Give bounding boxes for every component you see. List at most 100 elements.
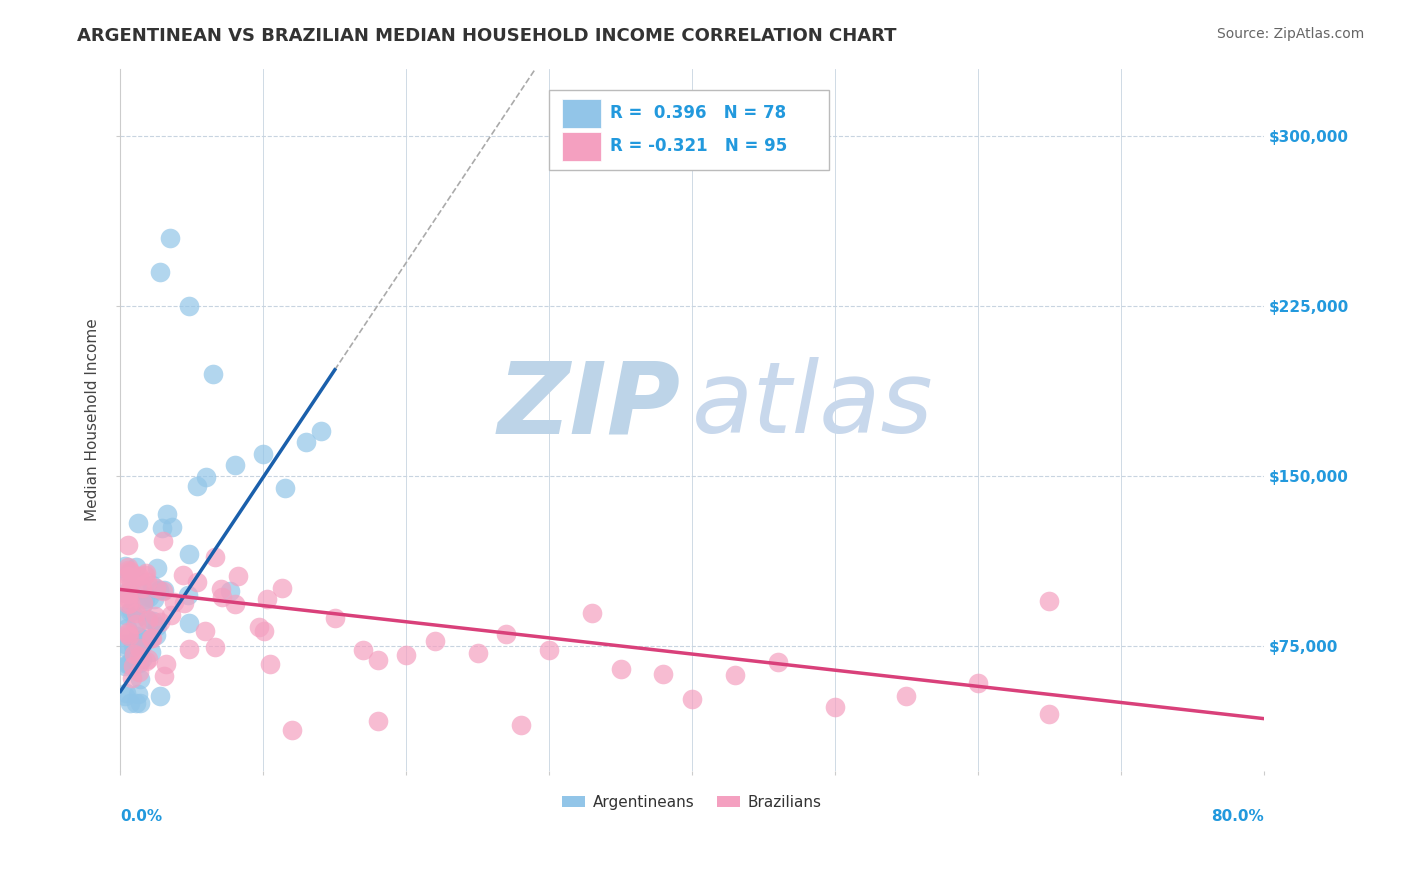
Point [177,642,200,657]
Point [766,655,789,669]
Point [127,629,149,643]
Point [117,597,139,611]
Point [114,690,136,704]
FancyBboxPatch shape [562,132,600,161]
Point [114,608,136,623]
Point [127,582,149,597]
Point [120,596,142,610]
Point [281,723,304,737]
Point [125,696,148,710]
Point [226,568,249,582]
Point [352,643,374,657]
FancyBboxPatch shape [562,99,600,128]
Point [155,657,177,672]
Point [1038,707,1060,722]
Point [122,643,145,657]
Point [128,665,150,679]
Point [179,615,201,630]
Text: ZIP: ZIP [498,357,681,454]
Point [145,561,167,575]
Point [177,547,200,561]
Point [145,581,167,595]
Point [120,575,142,590]
Point [118,629,141,643]
Point [259,657,281,672]
Point [1038,594,1060,608]
Point [117,587,139,601]
Point [122,648,145,663]
Text: Source: ZipAtlas.com: Source: ZipAtlas.com [1216,27,1364,41]
Point [173,596,195,610]
Point [143,609,166,624]
Point [202,368,225,382]
Point [132,596,155,610]
Point [117,568,139,582]
Point [159,231,181,245]
Point [135,566,157,580]
Point [152,582,174,597]
Point [122,648,145,662]
Point [121,658,143,673]
Point [131,633,153,648]
Point [114,640,136,654]
Point [135,575,157,590]
Legend: Argentineans, Brazilians: Argentineans, Brazilians [557,789,828,815]
Point [134,592,156,607]
Point [120,603,142,617]
Point [129,630,152,644]
Point [509,718,531,732]
Point [122,636,145,650]
Point [125,611,148,625]
Point [138,590,160,604]
Point [117,626,139,640]
Point [128,648,150,663]
Point [134,568,156,582]
Text: R = -0.321   N = 95: R = -0.321 N = 95 [610,136,787,154]
Point [131,598,153,612]
Point [118,564,141,578]
Point [143,592,166,607]
Point [131,652,153,666]
Point [209,582,232,596]
Point [141,631,163,645]
Point [423,634,446,648]
Point [146,619,169,633]
Point [150,521,173,535]
Point [681,692,703,706]
Point [122,652,145,666]
Point [253,624,276,639]
Point [204,549,226,564]
Point [367,653,389,667]
Point [117,657,139,671]
Point [252,447,274,461]
Point [114,585,136,599]
Point [120,696,142,710]
Text: R =  0.396   N = 78: R = 0.396 N = 78 [610,103,786,121]
Point [117,591,139,605]
Point [141,578,163,592]
Point [136,613,159,627]
Point [724,668,747,682]
Point [122,639,145,653]
Point [131,638,153,652]
Point [136,652,159,666]
Point [142,614,165,628]
Point [114,637,136,651]
Point [121,671,143,685]
Point [117,560,139,574]
Point [153,669,176,683]
Point [124,648,146,663]
Point [125,560,148,574]
Point [115,622,138,636]
Point [224,458,246,472]
Point [896,689,918,703]
Point [115,686,138,700]
Point [132,632,155,647]
Point [117,624,139,639]
Point [160,607,183,622]
Point [117,576,139,591]
Point [295,435,318,450]
Text: 80.0%: 80.0% [1211,809,1264,824]
Point [149,265,172,279]
Point [172,568,194,582]
